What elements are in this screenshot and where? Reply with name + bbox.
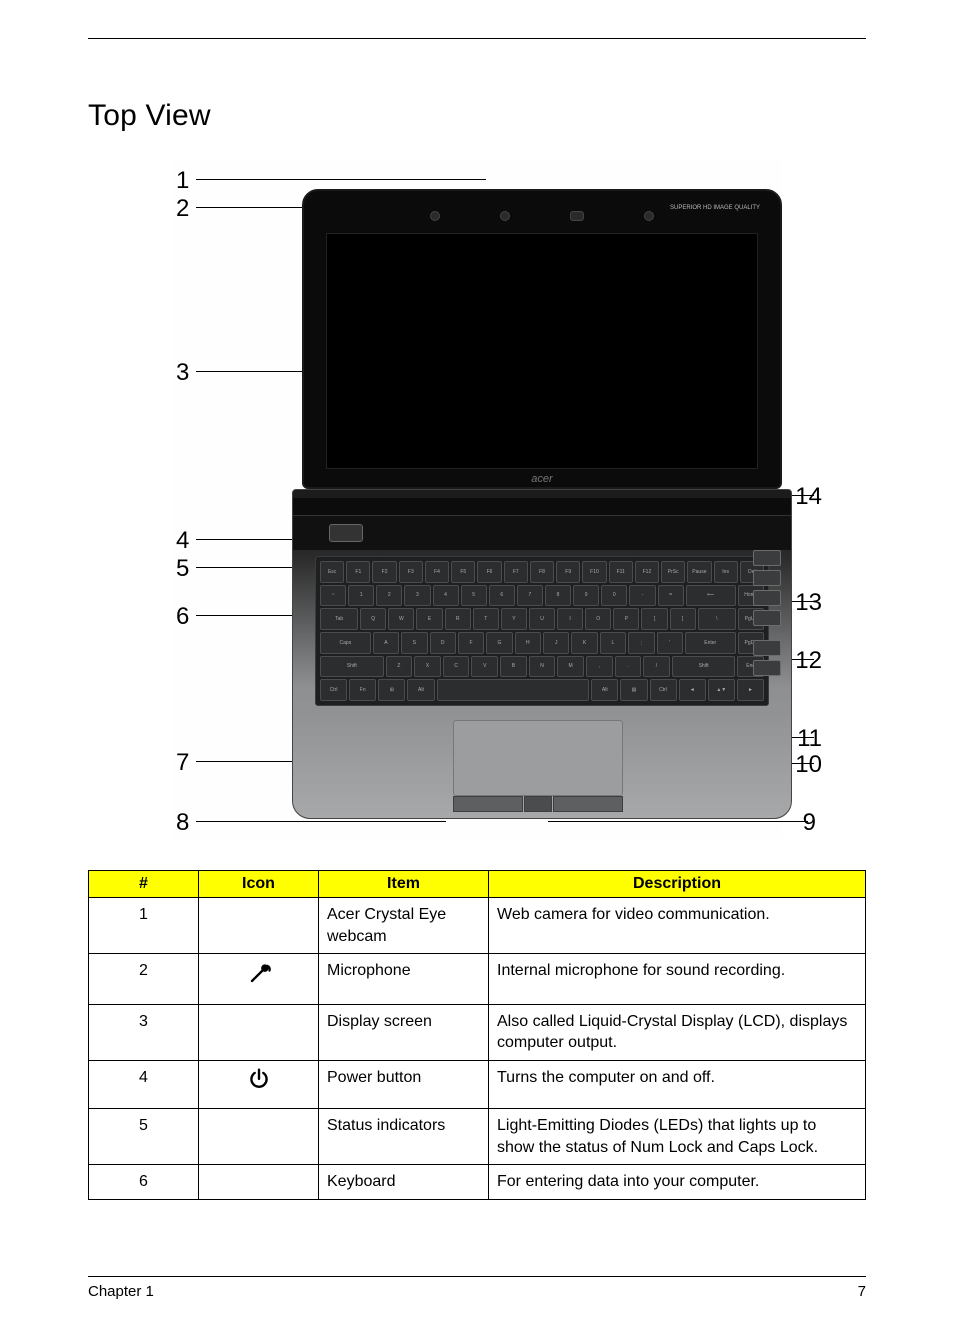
cell-desc: Internal microphone for sound recording. bbox=[489, 954, 866, 1004]
section-title: Top View bbox=[88, 99, 866, 133]
cell-desc: Also called Liquid-Crystal Display (LCD)… bbox=[489, 1004, 866, 1060]
cell-icon bbox=[199, 1060, 319, 1108]
bezel-badge: SUPERIOR HD IMAGE QUALITY bbox=[670, 205, 760, 211]
cell-item: Power button bbox=[319, 1060, 489, 1108]
table-row: 2 MicrophoneInternal microphone for sound… bbox=[89, 954, 866, 1004]
cell-icon bbox=[199, 1109, 319, 1165]
cell-num: 4 bbox=[89, 1060, 199, 1108]
page-footer: Chapter 1 7 bbox=[88, 1276, 866, 1300]
cell-num: 1 bbox=[89, 898, 199, 954]
laptop-illustration: SUPERIOR HD IMAGE QUALITY acer EscF1F2F3… bbox=[302, 189, 782, 819]
cell-icon bbox=[199, 1004, 319, 1060]
callout-13: 13 bbox=[795, 589, 822, 617]
col-num: # bbox=[89, 871, 199, 898]
cell-item: Status indicators bbox=[319, 1109, 489, 1165]
col-icon: Icon bbox=[199, 871, 319, 898]
cell-desc: Light-Emitting Diodes (LEDs) that lights… bbox=[489, 1109, 866, 1165]
callout-8: 8 bbox=[176, 809, 189, 837]
cell-num: 6 bbox=[89, 1165, 199, 1200]
table-row: 5 Status indicatorsLight-Emitting Diodes … bbox=[89, 1109, 866, 1165]
cell-icon bbox=[199, 954, 319, 1004]
leader bbox=[196, 821, 446, 822]
table-row: 6 KeyboardFor entering data into your com… bbox=[89, 1165, 866, 1200]
callout-5: 5 bbox=[176, 555, 189, 583]
callout-1: 1 bbox=[176, 167, 189, 195]
table-row: 3 Display screenAlso called Liquid-Crysta… bbox=[89, 1004, 866, 1060]
col-desc: Description bbox=[489, 871, 866, 898]
leader bbox=[196, 179, 486, 180]
cell-icon bbox=[199, 1165, 319, 1200]
callout-11: 11 bbox=[797, 725, 822, 753]
cell-item: Microphone bbox=[319, 954, 489, 1004]
cell-num: 2 bbox=[89, 954, 199, 1004]
cell-icon bbox=[199, 898, 319, 954]
callout-6: 6 bbox=[176, 603, 189, 631]
cell-desc: Web camera for video communication. bbox=[489, 898, 866, 954]
cell-num: 5 bbox=[89, 1109, 199, 1165]
cell-item: Acer Crystal Eye webcam bbox=[319, 898, 489, 954]
callout-14: 14 bbox=[795, 483, 822, 511]
top-rule bbox=[88, 38, 866, 39]
product-diagram: 1 2 3 4 5 6 7 8 14 13 12 11 10 9 bbox=[88, 159, 866, 844]
footer-page-number: 7 bbox=[858, 1283, 866, 1300]
callout-7: 7 bbox=[176, 749, 189, 777]
callout-9: 9 bbox=[803, 809, 816, 837]
table-header-row: # Icon Item Description bbox=[89, 871, 866, 898]
cell-desc: For entering data into your computer. bbox=[489, 1165, 866, 1200]
cell-desc: Turns the computer on and off. bbox=[489, 1060, 866, 1108]
cell-item: Display screen bbox=[319, 1004, 489, 1060]
callout-4: 4 bbox=[176, 527, 189, 555]
table-row: 4 Power buttonTurns the computer on and o… bbox=[89, 1060, 866, 1108]
components-table: # Icon Item Description 1 Acer Crystal Ey… bbox=[88, 870, 866, 1200]
table-row: 1 Acer Crystal Eye webcamWeb camera for v… bbox=[89, 898, 866, 954]
callout-12: 12 bbox=[795, 647, 822, 675]
cell-num: 3 bbox=[89, 1004, 199, 1060]
callout-10: 10 bbox=[795, 751, 822, 779]
callout-3: 3 bbox=[176, 359, 189, 387]
brand-text: acer bbox=[304, 473, 780, 485]
cell-item: Keyboard bbox=[319, 1165, 489, 1200]
leader bbox=[548, 821, 808, 822]
footer-chapter: Chapter 1 bbox=[88, 1283, 154, 1300]
callout-2: 2 bbox=[176, 195, 189, 223]
col-item: Item bbox=[319, 871, 489, 898]
